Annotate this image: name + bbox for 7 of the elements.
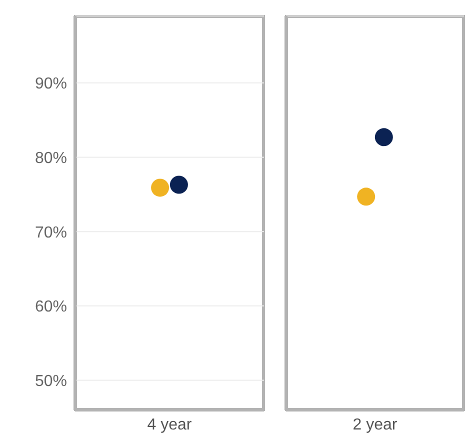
- y-tick-label: 80%: [34, 150, 67, 167]
- y-tick-label: 60%: [34, 298, 67, 316]
- y-tick-label: 50%: [34, 372, 67, 390]
- y-tick-label: 90%: [34, 76, 67, 93]
- x-tick-label: 2 year: [352, 416, 398, 434]
- x-tick-label: 4 year: [147, 416, 192, 434]
- y-tick-label: 70%: [34, 224, 67, 242]
